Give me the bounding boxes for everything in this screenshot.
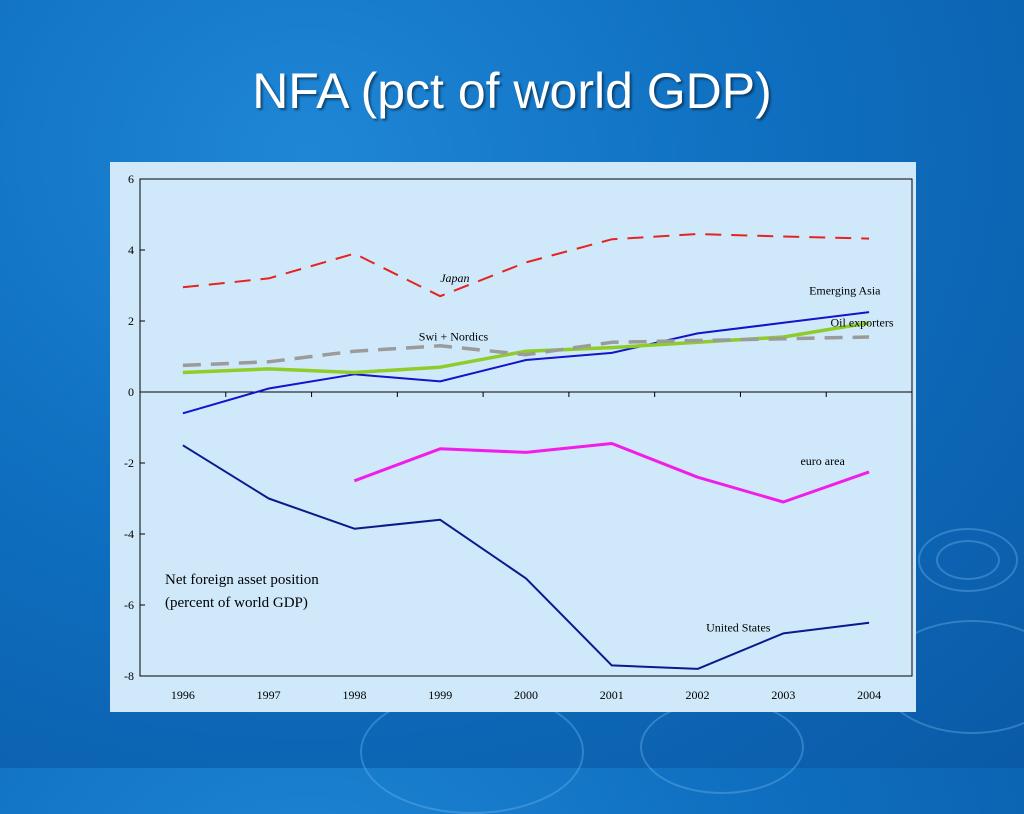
series-label-emerging-asia: Emerging Asia [809,283,881,297]
y-tick-label: 4 [128,243,134,257]
y-tick-label: -6 [124,598,134,612]
x-tick-label: 2002 [686,688,710,702]
x-tick-label: 2003 [771,688,795,702]
series-line-united-states [182,444,870,670]
x-tick-label: 2000 [514,688,538,702]
y-tick-label: 0 [128,385,134,399]
series-label-oil-exporters: Oil exporters [831,315,894,329]
chart-panel: -8 -6 -4 -2 0 2 4 6 1996 1997 1998 1999 2000 2001 2002… [110,162,916,712]
chart-annotation-line-1: Net foreign asset position [165,572,319,588]
ripple-decoration [640,700,804,794]
series-label-euro-area: euro area [800,454,845,468]
y-tick-label: -8 [124,669,134,683]
series-label-united-states: United States [706,621,771,635]
series-label-swi-nordics: Swi + Nordics [419,330,489,344]
y-tick-label: 2 [128,314,134,328]
plot-area-frame [139,178,913,677]
series-line-euro-area [353,442,870,504]
x-tick-label: 1998 [342,688,366,702]
x-tick-label: 2004 [857,688,881,702]
series-line-oil-exporters [182,321,870,375]
y-tick-label: -2 [124,456,134,470]
ripple-decoration [918,528,1018,592]
series-line-japan [182,233,870,298]
x-tick-label: 1999 [428,688,452,702]
y-tick-label: -4 [124,527,134,541]
series-line-swi-nordics [182,335,870,368]
slide-title: NFA (pct of world GDP) [252,63,772,119]
series-label-japan: Japan [440,271,469,285]
x-tick-label: 1996 [171,688,195,702]
y-tick-label: 6 [128,172,134,186]
x-tick-label: 1997 [257,688,281,702]
chart-annotation-line-2: (percent of world GDP) [165,595,308,611]
nfa-line-chart: -8 -6 -4 -2 0 2 4 6 1996 1997 1998 1999 2000 2001 2002… [124,172,913,702]
series-line-emerging-asia [182,311,870,415]
x-tick-label: 2001 [600,688,624,702]
